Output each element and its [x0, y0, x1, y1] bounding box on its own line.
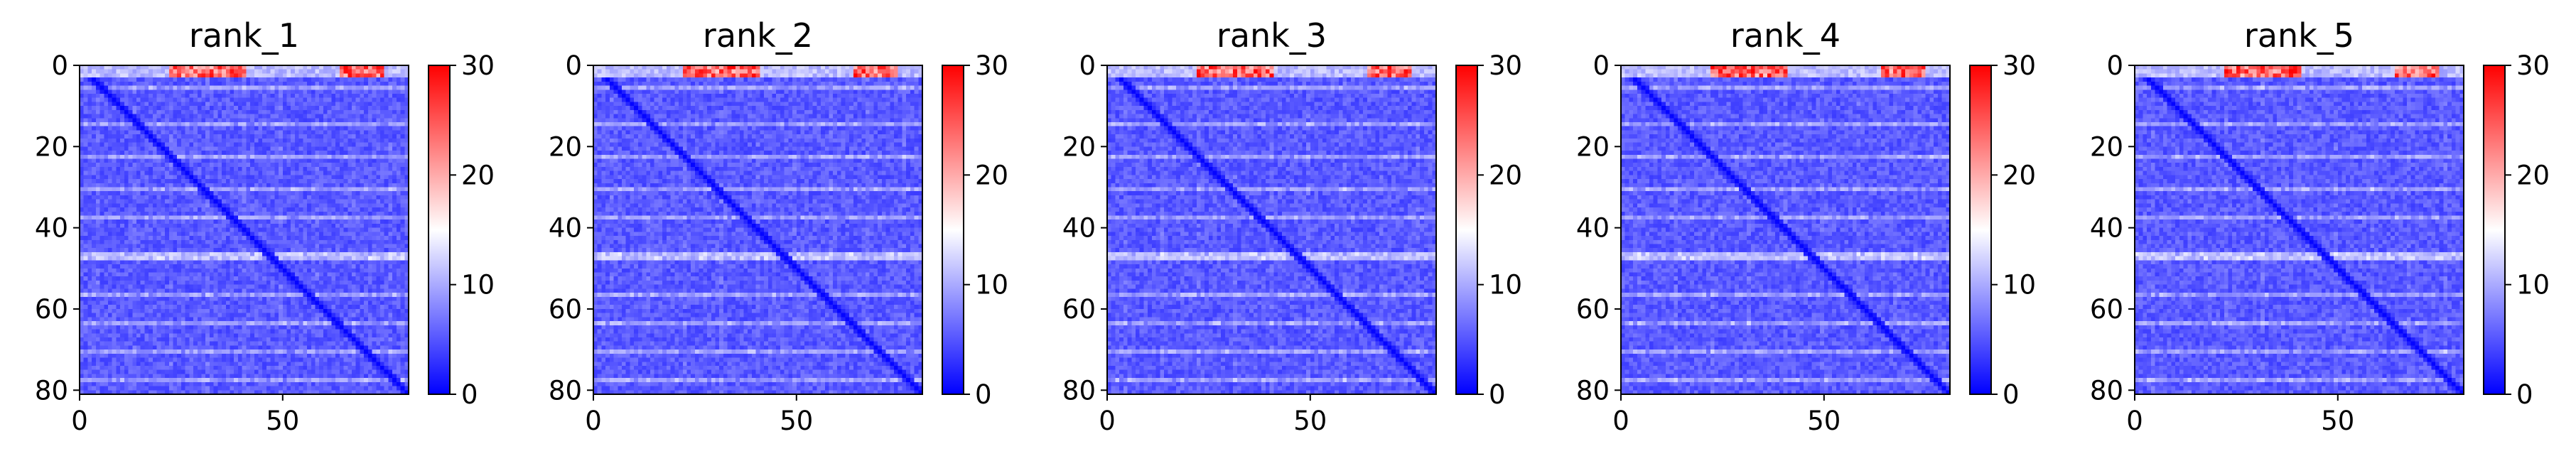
y-tick-label: 0: [2106, 50, 2123, 81]
colorbar-tick-label: 20: [461, 160, 495, 190]
colorbar-tick-label: 30: [461, 50, 495, 81]
y-tick-label: 0: [1079, 50, 1096, 81]
x-tick-label: 50: [2321, 406, 2354, 436]
colorbar: [429, 65, 450, 394]
colorbar-tick-label: 0: [975, 379, 992, 410]
y-tick-label: 40: [549, 213, 582, 244]
heatmap-cells: [1107, 65, 1436, 394]
y-tick-label: 20: [35, 131, 68, 162]
colorbar-tick-label: 10: [2003, 270, 2036, 300]
panel-title: rank_2: [703, 16, 813, 55]
colorbar-tick-label: 30: [2516, 50, 2550, 81]
heatmap-cells: [80, 65, 409, 394]
colorbar-tick-label: 30: [2003, 50, 2036, 81]
colorbar-frame: [2483, 65, 2506, 395]
y-tick-label: 60: [1062, 294, 1096, 325]
colorbar-tick-label: 0: [1489, 379, 1506, 410]
x-tick-label: 0: [2126, 406, 2143, 436]
colorbar-tick-label: 0: [2003, 379, 2020, 410]
y-tick-label: 0: [1593, 50, 1610, 81]
x-tick-label: 0: [1099, 406, 1116, 436]
colorbar-tick-label: 10: [1489, 270, 1522, 300]
colorbar-tick-label: 10: [461, 270, 495, 300]
colorbar-frame: [1455, 65, 1478, 395]
colorbar-frame: [942, 65, 964, 395]
y-tick-label: 60: [2090, 294, 2123, 325]
y-tick-label: 0: [51, 50, 68, 81]
y-tick-label: 80: [2090, 375, 2123, 406]
colorbar-tick-label: 20: [975, 160, 1008, 190]
y-tick-label: 60: [1576, 294, 1610, 325]
x-tick-label: 0: [1612, 406, 1629, 436]
y-tick-label: 40: [35, 213, 68, 244]
x-tick-label: 0: [585, 406, 602, 436]
colorbar-frame: [428, 65, 451, 395]
colorbar: [2484, 65, 2505, 394]
y-tick-label: 40: [1576, 213, 1610, 244]
colorbar-tick-label: 0: [2516, 379, 2533, 410]
y-tick-label: 80: [35, 375, 68, 406]
panel-title: rank_4: [1730, 16, 1841, 55]
colorbar-tick-label: 20: [1489, 160, 1522, 190]
heatmap-cells: [593, 65, 922, 394]
axes-frame: [79, 65, 409, 395]
colorbar-tick-label: 10: [975, 270, 1008, 300]
y-tick-label: 60: [35, 294, 68, 325]
y-tick-label: 40: [1062, 213, 1096, 244]
y-tick-label: 80: [1062, 375, 1096, 406]
colorbar-tick-label: 30: [1489, 50, 1522, 81]
panel-title: rank_5: [2244, 16, 2354, 55]
y-tick-label: 80: [549, 375, 582, 406]
x-tick-label: 50: [780, 406, 813, 436]
colorbar-frame: [1969, 65, 1992, 395]
axes-frame: [593, 65, 923, 395]
x-tick-label: 50: [1293, 406, 1327, 436]
x-tick-label: 0: [71, 406, 88, 436]
y-tick-label: 20: [1576, 131, 1610, 162]
heatmap-cells: [1621, 65, 1950, 394]
y-tick-label: 40: [2090, 213, 2123, 244]
colorbar-tick-label: 10: [2516, 270, 2550, 300]
y-tick-label: 20: [1062, 131, 1096, 162]
heatmap-cells: [2135, 65, 2464, 394]
y-tick-label: 20: [549, 131, 582, 162]
x-tick-label: 50: [266, 406, 299, 436]
axes-frame: [2134, 65, 2464, 395]
y-tick-label: 20: [2090, 131, 2123, 162]
colorbar: [1456, 65, 1477, 394]
panel-title: rank_1: [189, 16, 299, 55]
axes-frame: [1620, 65, 1951, 395]
colorbar-tick-label: 20: [2003, 160, 2036, 190]
panel-title: rank_3: [1217, 16, 1327, 55]
y-tick-label: 80: [1576, 375, 1610, 406]
colorbar: [1970, 65, 1991, 394]
colorbar-tick-label: 30: [975, 50, 1008, 81]
y-tick-label: 60: [549, 294, 582, 325]
axes-frame: [1106, 65, 1437, 395]
colorbar-tick-label: 20: [2516, 160, 2550, 190]
x-tick-label: 50: [1807, 406, 1841, 436]
colorbar: [942, 65, 964, 394]
y-tick-label: 0: [565, 50, 582, 81]
colorbar-tick-label: 0: [461, 379, 478, 410]
